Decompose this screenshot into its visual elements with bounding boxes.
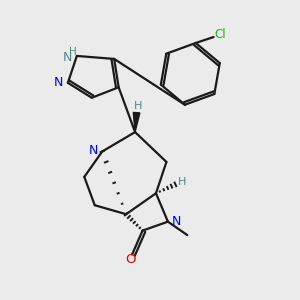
Text: N: N: [54, 76, 63, 89]
Text: H: H: [178, 177, 186, 187]
Text: H: H: [69, 47, 77, 57]
Text: O: O: [125, 254, 136, 266]
Text: H: H: [134, 101, 142, 111]
Text: N: N: [172, 215, 181, 228]
Text: N: N: [89, 143, 98, 157]
Polygon shape: [133, 112, 140, 132]
Text: N: N: [63, 51, 72, 64]
Text: Cl: Cl: [214, 28, 226, 40]
